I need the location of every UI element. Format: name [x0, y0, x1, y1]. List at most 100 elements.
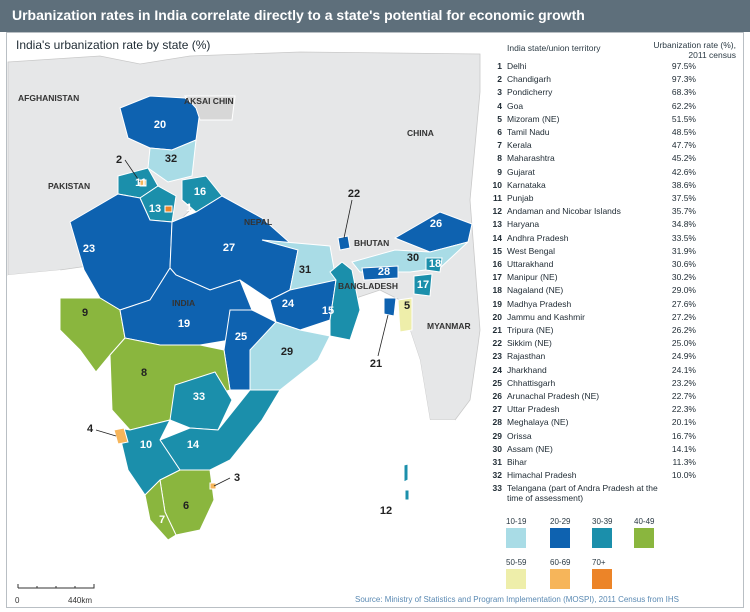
rank-number: 12	[492, 206, 502, 217]
urbanization-value: 42.6%	[671, 166, 696, 177]
rank-number: 22	[492, 338, 502, 349]
map-num-28: 28	[378, 266, 390, 278]
rank-number: 32	[492, 470, 502, 481]
state-8-maharashtra	[109, 337, 231, 431]
urbanization-value: 24.9%	[671, 351, 696, 362]
map-num-24: 24	[282, 298, 295, 310]
state-name: Rajasthan	[507, 351, 546, 362]
urbanization-value: 35.7%	[671, 206, 696, 217]
map-num-22: 22	[348, 188, 360, 200]
rank-number: 4	[497, 100, 502, 111]
state-name: Sikkim (NE)	[507, 338, 552, 349]
header-bar: Urbanization rates in India correlate di…	[0, 0, 750, 32]
rank-row: 17 Manipur (NE) 30.2%	[488, 272, 696, 285]
state-15-west-bengal	[329, 261, 361, 341]
legend-label: 40-49	[634, 517, 655, 526]
rank-row: 31 Bihar 11.3%	[488, 457, 696, 470]
map-num-2: 2	[116, 154, 122, 166]
rank-number: 29	[492, 430, 502, 441]
urbanization-value: 48.5%	[671, 127, 696, 137]
rank-row: 25 Chhattisgarh 23.2%	[488, 378, 696, 391]
map-num-9: 9	[82, 307, 88, 319]
legend-label: 10-19	[506, 517, 527, 526]
state-name: Mizoram (NE)	[507, 113, 560, 124]
map-num-17: 17	[417, 279, 429, 291]
state-name: Uttarakhand	[507, 259, 554, 269]
rank-row: 11 Punjab 37.5%	[488, 193, 696, 206]
rank-number: 16	[492, 259, 502, 269]
urbanization-value: 25.0%	[671, 338, 696, 349]
map-num-1: 1	[186, 202, 192, 214]
legend-swatch	[550, 528, 570, 548]
map-num-32: 32	[165, 153, 177, 165]
rank-row: 26 Arunachal Pradesh (NE) 22.7%	[488, 391, 696, 404]
urbanization-value: 30.2%	[671, 272, 696, 283]
state-name: Madhya Pradesh	[507, 298, 572, 309]
state-12-andaman	[403, 463, 410, 501]
map-num-33: 33	[193, 391, 205, 403]
rank-row: 1 Delhi 97.5%	[488, 61, 696, 74]
rank-number: 3	[497, 87, 502, 98]
legend-label: 30-39	[592, 517, 613, 526]
map-num-6: 6	[183, 500, 189, 512]
urbanization-value: 30.6%	[671, 259, 696, 269]
rank-row: 23 Rajasthan 24.9%	[488, 351, 696, 364]
state-name: Meghalaya (NE)	[507, 417, 569, 428]
state-28-meghalaya	[361, 265, 399, 281]
map-num-11: 11	[135, 177, 147, 189]
map-num-5: 5	[404, 300, 410, 312]
legend-label: 70+	[592, 558, 606, 567]
state-name: Telangana (part of Andra Pradesh at the …	[507, 483, 658, 504]
rank-row: 20 Jammu and Kashmir 27.2%	[488, 312, 696, 325]
urbanization-value: 10.0%	[671, 470, 696, 481]
state-name: Andaman and Nicobar Islands	[507, 206, 621, 217]
legend-swatch	[506, 569, 526, 589]
rank-row: 19 Madhya Pradesh 27.6%	[488, 299, 696, 312]
map-num-26: 26	[430, 218, 442, 230]
map-num-23: 23	[83, 243, 95, 255]
rank-number: 11	[493, 193, 502, 203]
urbanization-value: 16.7%	[671, 430, 696, 441]
rank-number: 33	[492, 483, 502, 494]
state-18-nagaland	[425, 257, 443, 273]
state-22-sikkim	[337, 235, 351, 251]
urbanization-value: 68.3%	[671, 87, 696, 98]
legend-label: 60-69	[550, 558, 571, 567]
label-nepal: NEPAL	[244, 217, 272, 227]
urbanization-value: 22.7%	[671, 391, 696, 401]
map-num-3: 3	[234, 472, 240, 484]
map-num-31: 31	[299, 264, 311, 276]
rank-number: 5	[497, 113, 502, 124]
urbanization-value: 33.5%	[671, 232, 696, 243]
table-header-rate: Urbanization rate (%), 2011 census	[653, 40, 736, 60]
urbanization-value: 11.3%	[672, 457, 696, 467]
label-bangladesh: BANGLADESH	[338, 281, 398, 291]
map-num-14: 14	[187, 439, 200, 451]
label-afghanistan: AFGHANISTAN	[18, 93, 79, 103]
urbanization-value: 97.5%	[671, 61, 696, 71]
state-name: Jharkhand	[507, 364, 547, 375]
urbanization-value: 97.3%	[671, 74, 696, 85]
map-num-20: 20	[154, 119, 166, 131]
legend-label: 50-59	[506, 558, 527, 567]
rank-row: 27 Uttar Pradesh 22.3%	[488, 404, 696, 417]
rank-row: 33 Telangana (part of Andra Pradesh at th…	[488, 483, 696, 503]
rank-row: 6 Tamil Nadu 48.5%	[488, 127, 696, 140]
rank-number: 30	[492, 443, 502, 454]
label-india: INDIA	[172, 298, 195, 308]
rank-row: 10 Karnataka 38.6%	[488, 180, 696, 193]
state-name: Maharashtra	[507, 153, 555, 164]
rank-number: 31	[492, 457, 502, 467]
rank-row: 2 Chandigarh 97.3%	[488, 74, 696, 87]
state-name: Tripura (NE)	[507, 325, 554, 335]
state-name: Gujarat	[507, 166, 535, 177]
state-name: Manipur (NE)	[507, 272, 558, 283]
scale-distance-label: 440km	[68, 596, 93, 605]
page-title: Urbanization rates in India correlate di…	[12, 7, 585, 23]
map-title: India's urbanization rate by state (%)	[16, 38, 211, 52]
state-name: Arunachal Pradesh (NE)	[507, 391, 600, 401]
urbanization-value: 20.1%	[671, 417, 696, 428]
rank-row: 7 Kerala 47.7%	[488, 140, 696, 153]
label-pakistan: PAKISTAN	[48, 181, 90, 191]
